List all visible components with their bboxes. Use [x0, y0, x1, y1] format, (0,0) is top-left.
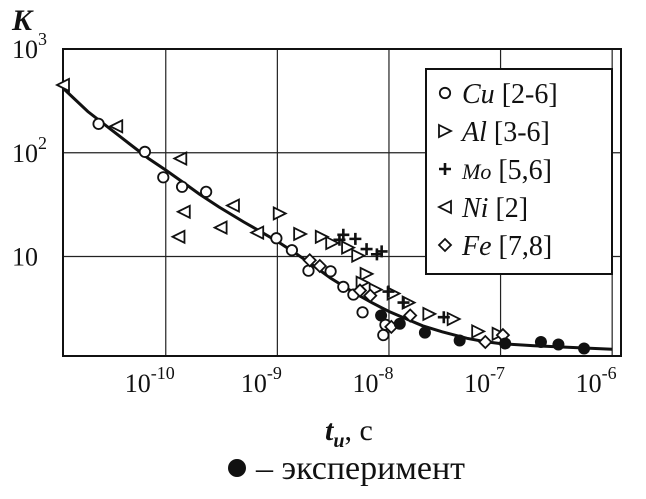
experiment-point — [419, 327, 431, 339]
al-point — [423, 308, 435, 320]
x-tick-label: 10-7 — [464, 363, 505, 398]
mo-point — [361, 243, 373, 255]
x-tick-label: 10-10 — [125, 363, 175, 398]
y-axis-title: K — [11, 4, 34, 37]
ni-point — [174, 153, 186, 165]
experiment-point — [578, 342, 590, 354]
cu-point — [357, 307, 367, 317]
legend: Cu [2-6] Al [3-6] Mo [5,6] Ni [2] Fe [7,8] — [426, 69, 612, 274]
experiment-point — [375, 310, 387, 322]
ni-point — [227, 200, 239, 212]
al-point — [472, 325, 484, 337]
x-axis-ticks: 10-10 10-9 10-8 10-7 10-6 — [125, 363, 617, 398]
ni-point — [178, 206, 190, 218]
al-point — [274, 207, 286, 219]
mo-point — [349, 233, 361, 245]
al-point — [361, 268, 373, 280]
ni-point — [172, 231, 184, 243]
x-tick-label: 10-6 — [576, 363, 617, 398]
al-point — [294, 228, 306, 240]
fe-point — [479, 336, 491, 348]
cu-point — [325, 266, 335, 276]
legend-marker-cu — [440, 88, 450, 98]
cu-point — [287, 245, 297, 255]
legend-entry-fe: Fe [7,8] — [461, 231, 552, 262]
x-tick-label: 10-8 — [352, 363, 393, 398]
legend-entry-cu: Cu [2-6] — [462, 79, 558, 110]
cu-point — [378, 330, 388, 340]
y-tick-label: 10 — [12, 243, 38, 272]
x-axis-title: tи, с — [325, 414, 373, 452]
cu-point — [338, 282, 348, 292]
experiment-point — [535, 336, 547, 348]
cu-point — [177, 182, 187, 192]
cu-point — [140, 147, 150, 157]
experiment-note: – эксперимент — [228, 449, 465, 489]
experiment-point — [499, 338, 511, 350]
y-tick-label: 102 — [12, 133, 47, 168]
experiment-point — [454, 335, 466, 347]
cu-point — [303, 266, 313, 276]
y-axis-ticks: 10310210 — [12, 29, 47, 272]
ni-point — [215, 222, 227, 234]
cu-point — [201, 187, 211, 197]
fe-point — [314, 260, 326, 272]
cu-point — [158, 172, 168, 182]
al-point — [448, 313, 460, 325]
legend-entry-mo: Mo [5,6] — [461, 155, 552, 186]
x-tick-label: 10-9 — [241, 363, 282, 398]
legend-entry-ni: Ni [2] — [461, 193, 528, 224]
experiment-note-text: – эксперимент — [256, 450, 465, 487]
legend-entry-al: Al [3-6] — [460, 117, 550, 148]
cu-point — [93, 119, 103, 129]
al-point — [352, 250, 364, 262]
experiment-point — [552, 338, 564, 350]
filled-circle-icon — [228, 459, 246, 477]
experiment-point — [394, 318, 406, 330]
cu-point — [271, 233, 281, 243]
